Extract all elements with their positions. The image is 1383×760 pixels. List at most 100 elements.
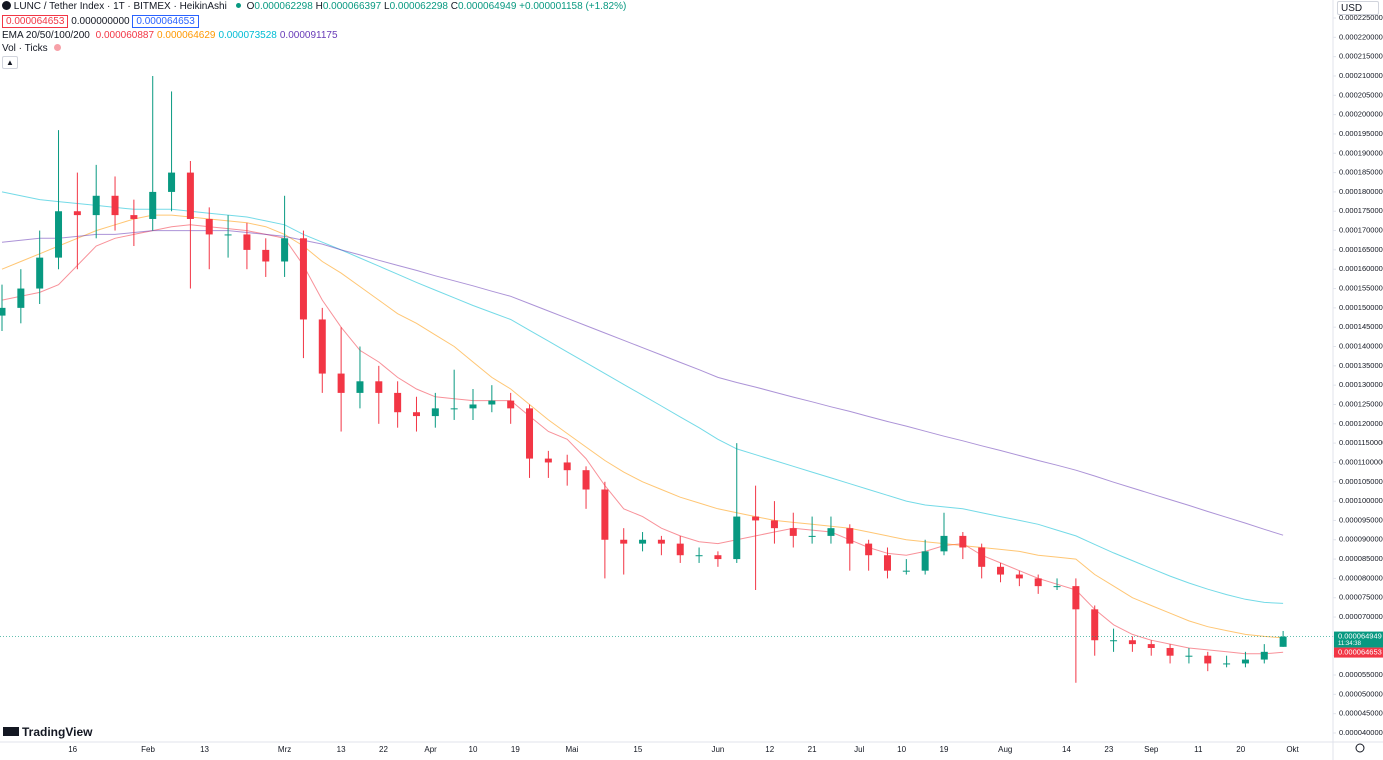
buy-box[interactable]: 0.000064653 — [132, 15, 199, 28]
candle-body — [676, 543, 684, 556]
candle-body — [186, 172, 194, 219]
y-tick-label: 0.0000950000 — [1339, 515, 1383, 524]
candle-body — [752, 516, 760, 521]
ema-value: 0.000060887 — [95, 30, 155, 41]
candle-body — [1072, 586, 1080, 610]
ohlc-value: 0.000062298 — [389, 1, 448, 12]
settings-button[interactable] — [1355, 743, 1365, 753]
candle-body — [55, 211, 63, 258]
y-tick-label: 0.0002150000 — [1339, 52, 1383, 61]
y-tick-label: 0.0002250000 — [1339, 13, 1383, 22]
x-tick-label: Jul — [854, 745, 864, 754]
x-tick-label: Okt — [1286, 745, 1299, 754]
candle-body — [770, 520, 778, 529]
x-tick-label: 19 — [940, 745, 949, 754]
candle-body — [375, 381, 383, 393]
x-tick-label: 10 — [469, 745, 478, 754]
candle-body — [1015, 574, 1023, 579]
x-tick-label: 12 — [765, 745, 774, 754]
ohlc-label: H — [315, 1, 323, 12]
candle-body — [1223, 663, 1231, 665]
last-price-tag — [1334, 631, 1383, 648]
y-tick-label: 0.0000700000 — [1339, 612, 1383, 621]
currency-select[interactable]: USD — [1337, 1, 1379, 15]
candle-body — [299, 238, 307, 320]
candle-body — [149, 191, 157, 219]
x-tick-label: 15 — [633, 745, 642, 754]
candle-body — [526, 408, 534, 459]
ema-line — [1, 191, 1284, 604]
last-price-label: 0.000064949 — [1338, 632, 1382, 641]
candle-body — [356, 381, 364, 393]
candle-body — [733, 516, 741, 560]
spread: 0.000000000 — [71, 16, 130, 27]
candle-body — [959, 535, 967, 548]
y-tick-label: 0.0000850000 — [1339, 554, 1383, 563]
ema-value: 0.000091175 — [279, 30, 338, 41]
y-tick-label: 0.0000900000 — [1339, 535, 1383, 544]
candle-body — [73, 211, 81, 216]
candle-body — [507, 400, 515, 409]
y-tick-label: 0.0002100000 — [1339, 71, 1383, 80]
candle-body — [808, 535, 816, 537]
x-tick-label: 20 — [1236, 745, 1245, 754]
y-tick-label: 0.0001200000 — [1339, 419, 1383, 428]
ohlc-label: L — [384, 1, 390, 12]
collapse-button[interactable]: ▲ — [2, 56, 18, 69]
sell-box[interactable]: 0.000064653 — [2, 15, 69, 28]
y-tick-label: 0.0001750000 — [1339, 206, 1383, 215]
y-tick-label: 0.0002200000 — [1339, 32, 1383, 41]
candle-body — [318, 319, 326, 374]
y-tick-label: 0.0002000000 — [1339, 110, 1383, 119]
x-tick-label: Mrz — [278, 745, 291, 754]
y-tick-label: 0.0001950000 — [1339, 129, 1383, 138]
y-tick-label: 0.0001600000 — [1339, 264, 1383, 273]
x-tick-label: 11 — [1194, 745, 1203, 754]
candle-body — [1185, 655, 1193, 657]
x-tick-label: Feb — [141, 745, 155, 754]
y-tick-label: 0.0001000000 — [1339, 496, 1383, 505]
candle-body — [36, 257, 44, 289]
candle-body — [111, 195, 119, 216]
ema-label: EMA 20/50/100/200 — [2, 30, 90, 41]
candle-body — [1166, 647, 1174, 656]
y-tick-label: 0.0001700000 — [1339, 226, 1383, 235]
y-tick-label: 0.0001050000 — [1339, 477, 1383, 486]
candle-body — [865, 543, 873, 556]
candle-body — [262, 249, 270, 262]
logo-icon — [3, 727, 19, 736]
candle-body — [695, 555, 703, 557]
y-tick-label: 0.0000800000 — [1339, 573, 1383, 582]
candle-body — [469, 404, 477, 409]
x-tick-label: Mai — [565, 745, 578, 754]
logo[interactable]: TradingView — [3, 725, 92, 739]
candle-body — [450, 408, 458, 410]
y-tick-label: 0.0001150000 — [1339, 438, 1383, 447]
y-tick-label: 0.0002050000 — [1339, 90, 1383, 99]
y-tick-label: 0.0001850000 — [1339, 168, 1383, 177]
candle-body — [657, 539, 665, 544]
y-tick-label: 0.0001400000 — [1339, 341, 1383, 350]
candle-body — [224, 234, 232, 236]
status-dot — [235, 3, 241, 8]
candle-body — [281, 238, 289, 262]
candle-body — [205, 218, 213, 235]
marker-price-tag — [1334, 647, 1383, 658]
ema-legend: EMA 20/50/100/200 0.000060887 0.000064629… — [2, 30, 338, 42]
y-tick-label: 0.0001800000 — [1339, 187, 1383, 196]
y-tick-label: 0.0000500000 — [1339, 689, 1383, 698]
y-tick-label: 0.0000450000 — [1339, 709, 1383, 718]
candle-body — [620, 539, 628, 544]
x-tick-label: Aug — [998, 745, 1012, 754]
y-tick-label: 0.0001300000 — [1339, 380, 1383, 389]
currency: USD — [1341, 3, 1363, 14]
candle-body — [1241, 659, 1249, 664]
y-tick-label: 0.0000550000 — [1339, 670, 1383, 679]
y-tick-label: 0.0001350000 — [1339, 361, 1383, 370]
change: +0.000001158 (+1.82%) — [519, 1, 627, 12]
y-tick-label: 0.0000750000 — [1339, 593, 1383, 602]
ema-value: 0.000073528 — [218, 30, 277, 41]
candle-body — [92, 195, 100, 216]
marker-price-label: 0.000064653 — [1338, 648, 1382, 657]
